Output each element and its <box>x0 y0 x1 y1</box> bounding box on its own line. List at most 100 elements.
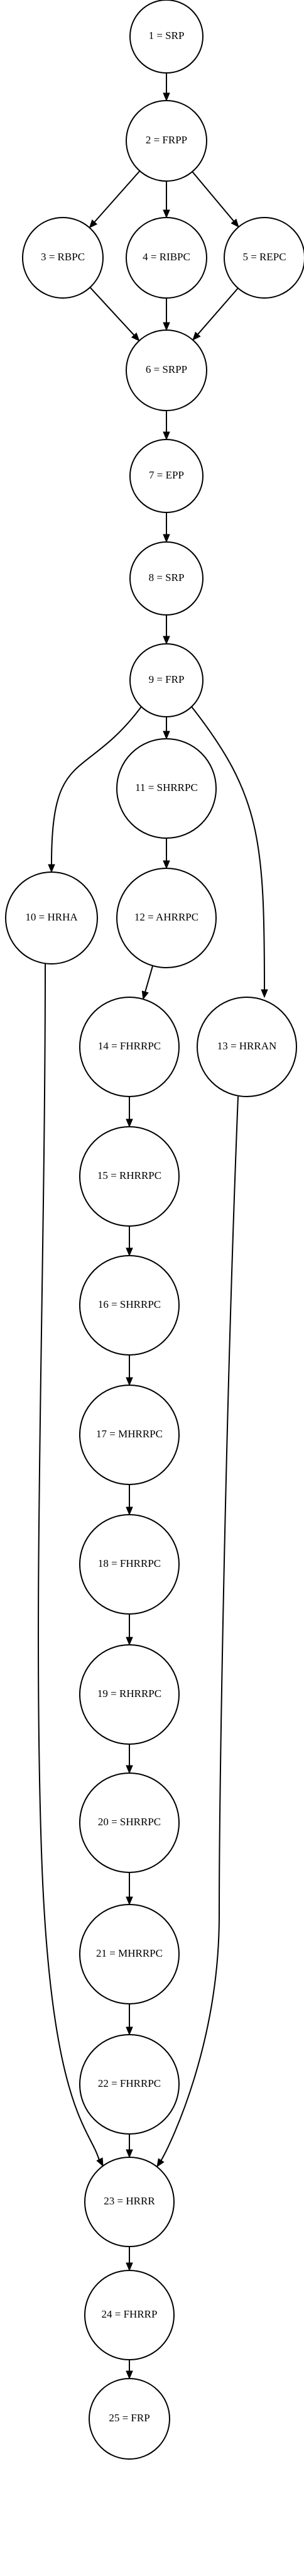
arrow-head <box>163 731 170 740</box>
node-circle <box>79 1904 180 2004</box>
edge-line <box>94 170 141 223</box>
node-19: 19 = RHRRPC <box>79 1644 180 1745</box>
node-label: 17 = MHRRPC <box>96 1428 163 1440</box>
node-label: 16 = SHRRPC <box>98 1298 161 1310</box>
node-label: 8 = SRP <box>149 572 185 583</box>
arrow-head <box>163 860 170 870</box>
arrow-head <box>163 209 170 219</box>
arrow-head <box>126 1896 133 1906</box>
edge-10-to-23 <box>38 963 104 2167</box>
node-circle <box>79 1255 180 1356</box>
node-11: 11 = SHRRPC <box>116 738 217 839</box>
node-circle <box>89 2378 170 2460</box>
node-1: 1 = SRP <box>129 0 204 74</box>
node-12: 12 = AHRRPC <box>116 868 217 968</box>
node-25: 25 = FRP <box>89 2378 170 2460</box>
arrow-head <box>126 1765 133 1774</box>
node-13: 13 = HRRAN <box>197 997 297 1097</box>
node-24: 24 = FHRRP <box>84 2270 175 2360</box>
arrow-head <box>131 332 140 341</box>
edge-line <box>144 965 154 993</box>
node-circle <box>129 439 204 513</box>
edge-17-to-18 <box>126 1484 133 1516</box>
edge-21-to-22 <box>126 2004 133 2036</box>
arrow-head <box>141 990 149 1000</box>
node-circle <box>129 643 204 717</box>
arrow-head <box>163 534 170 543</box>
node-circle <box>84 2270 175 2360</box>
node-17: 17 = MHRRPC <box>79 1385 180 1485</box>
node-circle <box>129 0 204 74</box>
arrow-head <box>96 2157 104 2167</box>
arrow-head <box>126 1506 133 1516</box>
node-circle <box>79 997 180 1097</box>
node-circle <box>22 217 104 299</box>
edge-23-to-24 <box>126 2247 133 2272</box>
arrow-head <box>126 2149 133 2159</box>
node-circle <box>79 1644 180 1745</box>
node-circle <box>79 1514 180 1615</box>
node-label: 2 = FRPP <box>146 134 187 146</box>
arrow-head <box>126 2262 133 2272</box>
arrow-head <box>156 2158 165 2168</box>
node-label: 15 = RHRRPC <box>97 1169 161 1181</box>
node-label: 20 = SHRRPC <box>98 1816 161 1828</box>
node-circle <box>224 217 304 299</box>
edge-9-to-10 <box>48 706 142 873</box>
arrow-head <box>126 1119 133 1128</box>
node-8: 8 = SRP <box>129 541 204 616</box>
node-label: 21 = MHRRPC <box>96 1947 163 1959</box>
edge-line <box>51 706 142 865</box>
edges-layer <box>38 73 268 2380</box>
node-10: 10 = HRHA <box>5 871 98 965</box>
edge-2-to-3 <box>89 170 141 229</box>
node-circle <box>79 2034 180 2135</box>
arrow-head <box>126 2370 133 2380</box>
edge-2-to-4 <box>163 181 170 219</box>
node-label: 9 = FRP <box>149 673 185 685</box>
edge-9-to-13 <box>191 706 268 998</box>
arrow-head <box>126 1637 133 1646</box>
edge-13-to-23 <box>156 1096 239 2168</box>
edge-9-to-11 <box>163 717 170 740</box>
node-15: 15 = RHRRPC <box>79 1126 180 1227</box>
edge-line <box>197 287 239 336</box>
node-5: 5 = REPC <box>224 217 304 299</box>
node-label: 11 = SHRRPC <box>135 782 198 793</box>
edge-22-to-23 <box>126 2134 133 2159</box>
arrow-head <box>261 989 268 998</box>
node-2: 2 = FRPP <box>126 100 207 182</box>
node-circle <box>5 871 98 965</box>
node-label: 24 = FHRRP <box>102 2308 158 2320</box>
arrow-head <box>126 2026 133 2036</box>
edge-7-to-8 <box>163 512 170 543</box>
nodes-layer: 1 = SRP 2 = FRPP 3 = RBPC 4 = RIBPC 5 = REPC… <box>5 0 304 2460</box>
node-circle <box>84 2157 175 2247</box>
edge-line <box>192 171 235 223</box>
node-label: 6 = SRPP <box>146 363 187 375</box>
node-circle <box>116 738 217 839</box>
edge-24-to-25 <box>126 2360 133 2380</box>
node-circle <box>129 541 204 616</box>
node-label: 5 = REPC <box>242 251 286 263</box>
arrow-head <box>231 218 239 228</box>
node-circle <box>126 100 207 182</box>
arrow-head <box>126 1377 133 1386</box>
edge-18-to-19 <box>126 1614 133 1646</box>
node-circle <box>197 997 297 1097</box>
edge-15-to-16 <box>126 1226 133 1257</box>
arrow-head <box>126 1247 133 1257</box>
edge-16-to-17 <box>126 1355 133 1386</box>
node-label: 25 = FRP <box>109 2412 149 2424</box>
edge-11-to-12 <box>163 838 170 870</box>
node-label: 22 = FHRRPC <box>98 2077 161 2089</box>
node-circle <box>79 1385 180 1485</box>
edge-3-to-6 <box>89 287 140 341</box>
node-label: 10 = HRHA <box>25 911 78 923</box>
edge-19-to-20 <box>126 1744 133 1774</box>
node-16: 16 = SHRRPC <box>79 1255 180 1356</box>
edge-line <box>191 706 265 990</box>
node-7: 7 = EPP <box>129 439 204 513</box>
edge-2-to-5 <box>192 171 239 228</box>
